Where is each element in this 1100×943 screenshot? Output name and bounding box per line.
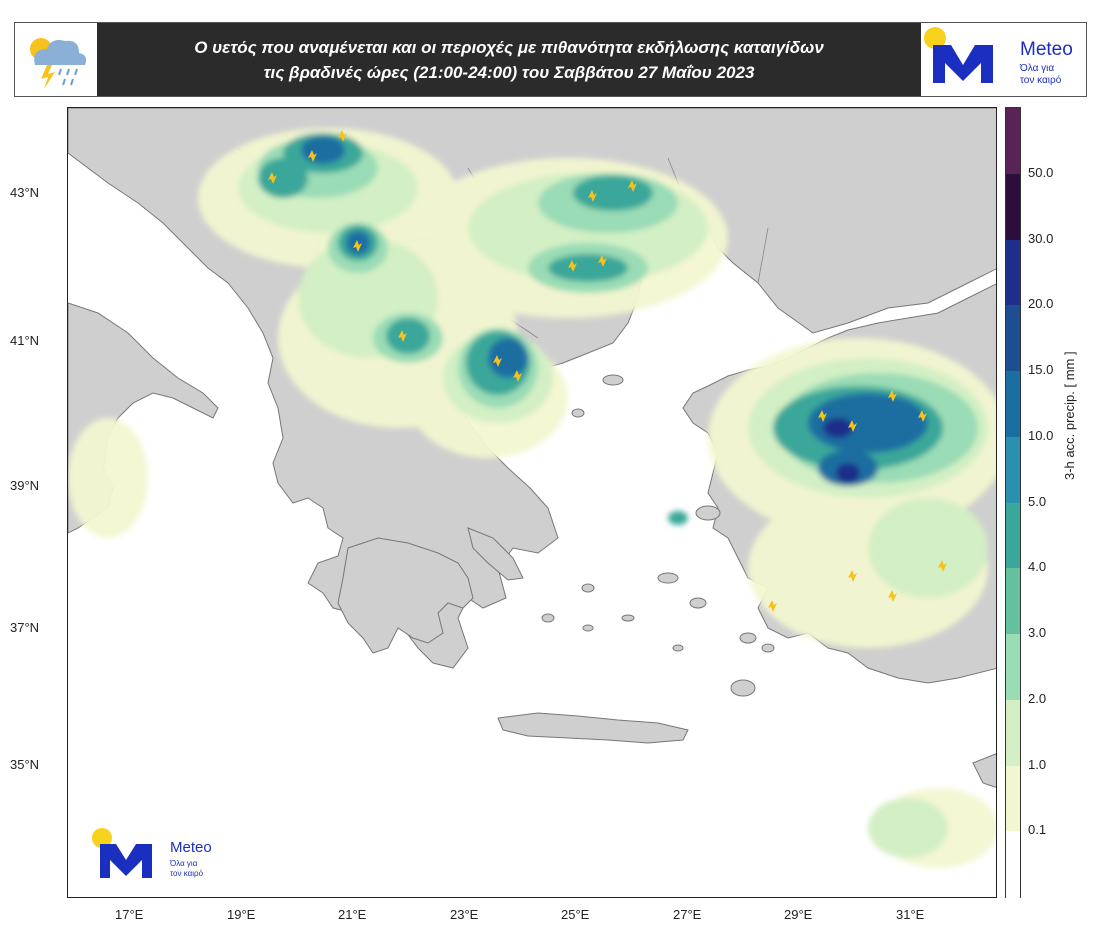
colorbar-tick-label: 5.0 xyxy=(1028,493,1047,509)
lat-label: 39°N xyxy=(10,478,40,493)
map-logo-tagline-2: τον καιρό xyxy=(170,869,204,878)
colorbar-segment xyxy=(1006,173,1020,240)
lon-label: 23°E xyxy=(450,907,479,922)
lat-label: 35°N xyxy=(10,757,40,772)
lon-label: 17°E xyxy=(115,907,144,922)
lat-label: 37°N xyxy=(10,620,40,635)
meteo-logo-map: Meteo Όλα για τον καιρό xyxy=(92,828,212,878)
colorbar-segment xyxy=(1006,699,1020,766)
colorbar-segment xyxy=(1006,305,1020,372)
lon-label: 25°E xyxy=(561,907,590,922)
crete-island xyxy=(497,712,689,744)
map-logo-tagline-1: Όλα για xyxy=(169,859,198,868)
colorbar-tick-label: 30.0 xyxy=(1028,230,1054,246)
colorbar-title: 3-h acc. precip. [ mm ] xyxy=(1062,351,1077,480)
lat-label: 43°N xyxy=(10,185,40,200)
precipitation-map: Meteo Όλα για τον καιρό xyxy=(67,107,997,898)
colorbar-tick-label: 50.0 xyxy=(1028,164,1054,180)
colorbar-tick-label: 10.0 xyxy=(1028,427,1054,443)
colorbar-tick-label: 15.0 xyxy=(1028,362,1054,377)
colorbar-tick-label: 3.0 xyxy=(1028,625,1047,640)
colorbar-tick-label: 20.0 xyxy=(1028,296,1054,312)
colorbar xyxy=(1005,107,1021,898)
meteo-logo-header: Meteo Όλα για τον καιρό xyxy=(923,25,1083,95)
colorbar-tick-label: 4.0 xyxy=(1028,559,1047,575)
colorbar-tick-label: 0.1 xyxy=(1028,822,1047,838)
storm-cloud-icon xyxy=(17,25,95,95)
logo-name: Meteo xyxy=(1020,39,1073,60)
colorbar-segment xyxy=(1006,371,1020,438)
lat-label: 41°N xyxy=(10,333,40,348)
colorbar-segment xyxy=(1006,634,1020,701)
colorbar-segment xyxy=(1006,239,1020,306)
colorbar-segment xyxy=(1006,568,1020,635)
colorbar-segment xyxy=(1006,765,1020,832)
aegean-islands xyxy=(541,374,775,697)
lon-label: 31°E xyxy=(896,907,925,922)
cyprus-island xyxy=(972,753,996,788)
lon-label: 19°E xyxy=(227,907,256,922)
precipitation-fields xyxy=(68,128,996,868)
lon-label: 21°E xyxy=(338,907,367,922)
page-title: Ο υετός που αναμένεται και οι περιοχές μ… xyxy=(97,23,921,96)
logo-tagline-2: τον καιρό xyxy=(1020,74,1062,86)
map-logo-name: Meteo xyxy=(170,839,212,856)
euboea-island xyxy=(467,527,524,581)
lightning-markers xyxy=(268,130,947,612)
colorbar-segment xyxy=(1006,436,1020,503)
colorbar-segment xyxy=(1006,108,1020,175)
colorbar-tick-label: 2.0 xyxy=(1028,690,1047,706)
lon-label: 29°E xyxy=(784,907,813,922)
logo-tagline-1: Όλα για xyxy=(1019,63,1054,74)
colorbar-segment xyxy=(1006,502,1020,569)
title-line-1: Ο υετός που αναμένεται και οι περιοχές μ… xyxy=(194,37,824,57)
peloponnese-landmass xyxy=(337,537,474,654)
colorbar-segment xyxy=(1006,831,1020,898)
header-banner: Ο υετός που αναμένεται και οι περιοχές μ… xyxy=(14,22,1087,97)
colorbar-tick-label: 1.0 xyxy=(1028,756,1047,772)
lon-label: 27°E xyxy=(673,907,702,922)
title-line-2: τις βραδινές ώρες (21:00-24:00) του Σαββ… xyxy=(263,62,755,82)
